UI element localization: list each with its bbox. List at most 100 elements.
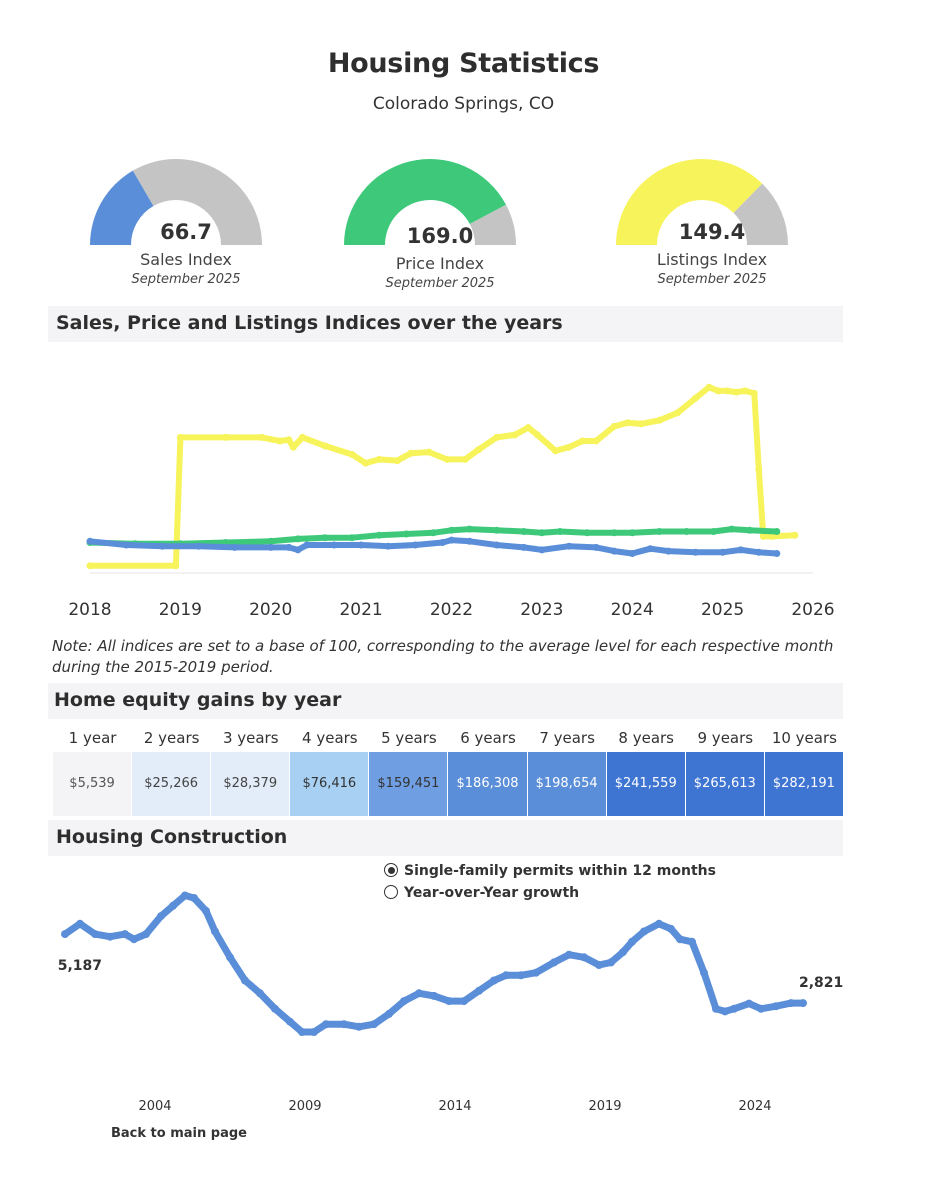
x-tick-label: 2014: [438, 1099, 471, 1114]
data-point: [158, 542, 166, 550]
data-point: [655, 416, 663, 424]
listings-gauge-arc: [616, 159, 788, 245]
equity-value-cell: $186,308: [448, 752, 528, 816]
equity-value-row: $5,539 $25,266 $28,379 $76,416 $159,451 $186,…: [53, 752, 844, 816]
data-point: [340, 1020, 348, 1029]
data-point: [106, 932, 114, 941]
data-point: [267, 543, 275, 551]
data-point: [289, 443, 297, 451]
equity-value-cell: $282,191: [764, 752, 844, 816]
data-point: [524, 424, 532, 432]
listings-index-date: September 2025: [657, 272, 767, 287]
radio-label: Single-family permits within 12 months: [404, 863, 716, 879]
data-point: [628, 937, 636, 946]
data-point: [692, 394, 699, 402]
data-point: [520, 528, 528, 535]
data-point: [493, 526, 501, 534]
equity-header-cell: 7 years: [539, 729, 595, 747]
data-point: [348, 451, 356, 458]
data-point: [226, 953, 234, 962]
data-point: [86, 537, 94, 545]
data-point: [271, 1004, 279, 1013]
data-point: [190, 894, 198, 902]
data-point: [86, 562, 94, 570]
data-point: [362, 459, 370, 467]
data-point: [475, 986, 483, 995]
data-point: [592, 437, 600, 445]
price-index-value: 169.0: [406, 224, 474, 248]
data-point: [400, 997, 408, 1006]
data-point: [393, 457, 401, 465]
data-point: [759, 532, 767, 540]
data-point: [787, 999, 795, 1008]
data-point: [502, 971, 510, 980]
data-point: [475, 446, 483, 454]
data-point: [195, 542, 202, 550]
data-point: [712, 1004, 720, 1013]
data-point: [157, 912, 165, 921]
data-point: [286, 1017, 294, 1026]
data-point: [737, 546, 745, 554]
price-index-gauge: 169.0 Price Index September 2025: [330, 150, 550, 310]
x-tick-label: 2020: [249, 600, 292, 620]
data-point: [610, 529, 618, 537]
sales-gauge-arc: [90, 159, 262, 245]
data-point: [466, 537, 474, 545]
data-point: [619, 948, 627, 957]
data-point: [384, 542, 392, 550]
data-point: [755, 548, 763, 556]
data-point: [61, 930, 69, 939]
data-point: [411, 541, 419, 549]
sales-index-value: 66.7: [160, 220, 212, 244]
data-point: [211, 927, 219, 936]
indices-section-title: Sales, Price and Listings Indices over t…: [56, 312, 563, 334]
data-point: [430, 991, 438, 1000]
data-point: [267, 537, 275, 545]
data-point: [493, 541, 501, 549]
data-point: [610, 422, 618, 430]
data-point: [692, 548, 699, 556]
radio-unselected-icon[interactable]: [384, 885, 398, 899]
data-point: [256, 989, 264, 998]
gauge-fill: [90, 170, 154, 245]
gauge-track: [132, 159, 262, 245]
x-tick-label: 2024: [611, 600, 654, 620]
data-point: [310, 1028, 318, 1036]
data-point: [728, 525, 736, 533]
data-point: [550, 958, 558, 967]
price-index-date: September 2025: [385, 276, 495, 291]
data-point: [673, 409, 681, 417]
indices-line-chart: 2018 2019 2020 2021 2022 2023 2024 2025 2026: [68, 383, 835, 620]
radio-yoy-growth[interactable]: Year-over-Year growth: [384, 885, 579, 901]
radio-label: Year-over-Year growth: [404, 885, 580, 901]
data-point: [439, 539, 446, 546]
data-point: [322, 1020, 330, 1029]
data-point: [285, 436, 293, 444]
data-point: [580, 953, 588, 962]
data-point: [750, 389, 758, 397]
price-index-label: Price Index: [395, 254, 485, 273]
radio-single-family-permits[interactable]: Single-family permits within 12 months: [384, 863, 716, 879]
series-line-0: [61, 892, 807, 1036]
construction-section-title: Housing Construction: [56, 826, 288, 848]
listings-index-value: 149.4: [678, 220, 746, 244]
data-point: [710, 528, 718, 535]
data-point: [375, 455, 383, 463]
equity-header-cell: 9 years: [697, 729, 754, 747]
data-point: [517, 971, 525, 980]
data-point: [348, 534, 356, 542]
data-point: [640, 927, 648, 936]
radio-selected-icon[interactable]: [384, 863, 398, 877]
x-tick-label: 2009: [288, 1099, 321, 1114]
data-point: [791, 531, 799, 539]
back-to-main-link[interactable]: Back to main page: [111, 1126, 247, 1141]
data-point: [755, 465, 763, 473]
data-point: [607, 958, 615, 967]
data-point: [448, 536, 455, 544]
data-point: [745, 999, 753, 1008]
data-point: [624, 419, 632, 427]
data-point: [757, 1004, 765, 1013]
equity-value-cell: $198,654: [527, 752, 607, 816]
data-point: [285, 543, 293, 551]
data-point: [121, 930, 129, 939]
